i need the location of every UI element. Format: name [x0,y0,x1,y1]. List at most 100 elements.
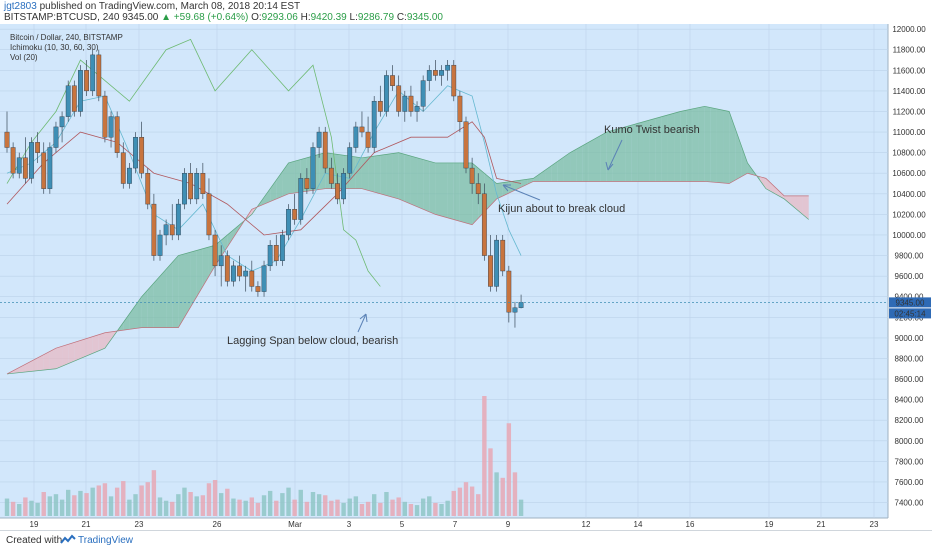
cloud-segment [729,111,736,184]
annotation-kumo-arrowhead [605,161,614,171]
candle-body [494,239,499,287]
candle-body [445,64,451,71]
candle-body [371,100,377,148]
candle-body [377,100,383,112]
cloud-segment [527,178,534,185]
candle-body [22,157,28,179]
volume-bar [439,504,444,516]
cloud-segment [147,283,154,328]
cloud-segment [202,246,209,287]
plot-area[interactable] [0,24,888,518]
candle-body [133,137,138,169]
candle-body [298,178,304,220]
volume-bar [506,423,512,516]
cloud-segment [625,125,632,182]
price-tick-label: 9600.00 [895,272,924,281]
volume-bar [66,489,71,516]
candle-body [463,121,469,169]
candle-body [341,173,346,200]
cloud-segment [92,334,99,354]
time-tick-label: 12 [582,520,591,529]
candle-body [292,209,298,220]
time-tick-label: 26 [213,520,222,529]
cloud-segment [404,154,411,205]
time-axis[interactable] [0,518,888,530]
tradingview-brand-link[interactable]: TradingView [78,535,134,546]
candle-body [102,95,108,138]
candle-body [359,126,365,133]
close-value: 9345.00 [406,12,443,23]
low-value: 9286.79 [357,12,395,23]
volume-bar [359,504,365,516]
volume-bar [445,500,450,516]
countdown-text: 02:45:14 [894,309,926,318]
high-value: 9420.39 [310,12,347,23]
cloud-segment [380,154,387,196]
open-value: 9293.06 [261,12,298,23]
volume-bar [151,470,157,516]
candle-body [304,178,310,189]
candle-body [231,265,236,282]
volume-bar [194,496,199,516]
annotation-lagging-span[interactable]: Lagging Span below cloud, bearish [227,335,398,347]
cloud-segment [55,346,63,369]
cloud-segment [588,138,595,182]
lagging-span-line [6,38,381,287]
username-link[interactable]: jgt2803 [4,1,37,12]
volume-bar [225,488,230,516]
cloud-segment [802,195,809,220]
time-tick-label: Mar [288,520,302,529]
volume-bar [145,482,150,516]
volume-bar [329,500,334,516]
volume-bar [78,490,83,516]
price-tick-label: 12000.00 [892,25,926,34]
candle-body [335,183,340,200]
cloud-segment [62,344,69,367]
volume-bar [298,489,303,516]
price-axis[interactable] [888,24,932,530]
candle-body [267,245,273,267]
legend-ichimoku[interactable]: Ichimoku (10, 30, 60, 30) [10,43,99,52]
cloud-segment [141,289,148,328]
cloud-segment [129,305,136,330]
cloud-segment [551,161,558,182]
annotation-kijun[interactable]: Kijun about to break cloud [498,203,625,215]
price-tick-label: 7400.00 [895,499,924,508]
candle-body [237,265,242,277]
volume-bar [463,482,469,516]
cloud-segment [790,195,797,210]
open-label: O: [251,12,262,23]
candle-body [218,255,224,267]
price-tick-label: 9800.00 [895,252,924,261]
cloud-segment [374,155,381,194]
candle-body [188,173,193,200]
candle-body [145,173,151,205]
candle-body [126,167,132,184]
legend-symbol[interactable]: Bitcoin / Dollar, 240, BITSTAMP [10,33,123,42]
volume-bar [512,472,518,516]
annotation-kumo-twist[interactable]: Kumo Twist bearish [604,124,700,136]
volume-bar [494,472,499,516]
candle-body [78,70,83,112]
last-price: 9345.00 [122,12,159,23]
candle-body [47,147,53,189]
candle-body [139,137,145,174]
volume-bar [488,448,493,516]
countdown-badge [889,308,931,319]
time-tick-label: 7 [453,520,458,529]
price-chart[interactable]: 12000.00 11800.00 11600.00 11400.00 11200.00… [0,24,932,530]
cloud-segment [135,296,142,329]
cloud-segment [686,108,693,182]
price-tick-label: 9000.00 [895,334,924,343]
close-label: C: [396,12,407,23]
price-tick-label: 11200.00 [893,107,926,116]
price-tick-label: 10000.00 [892,231,926,240]
legend-volume[interactable]: Vol (20) [10,53,38,62]
candle-body [328,167,334,184]
candle-body [408,95,414,112]
volume-bar [219,493,224,516]
volume-bar [237,499,242,516]
price-tick-label: 8600.00 [895,375,924,384]
volume-bar [292,499,297,516]
time-tick-label: 21 [82,520,91,529]
